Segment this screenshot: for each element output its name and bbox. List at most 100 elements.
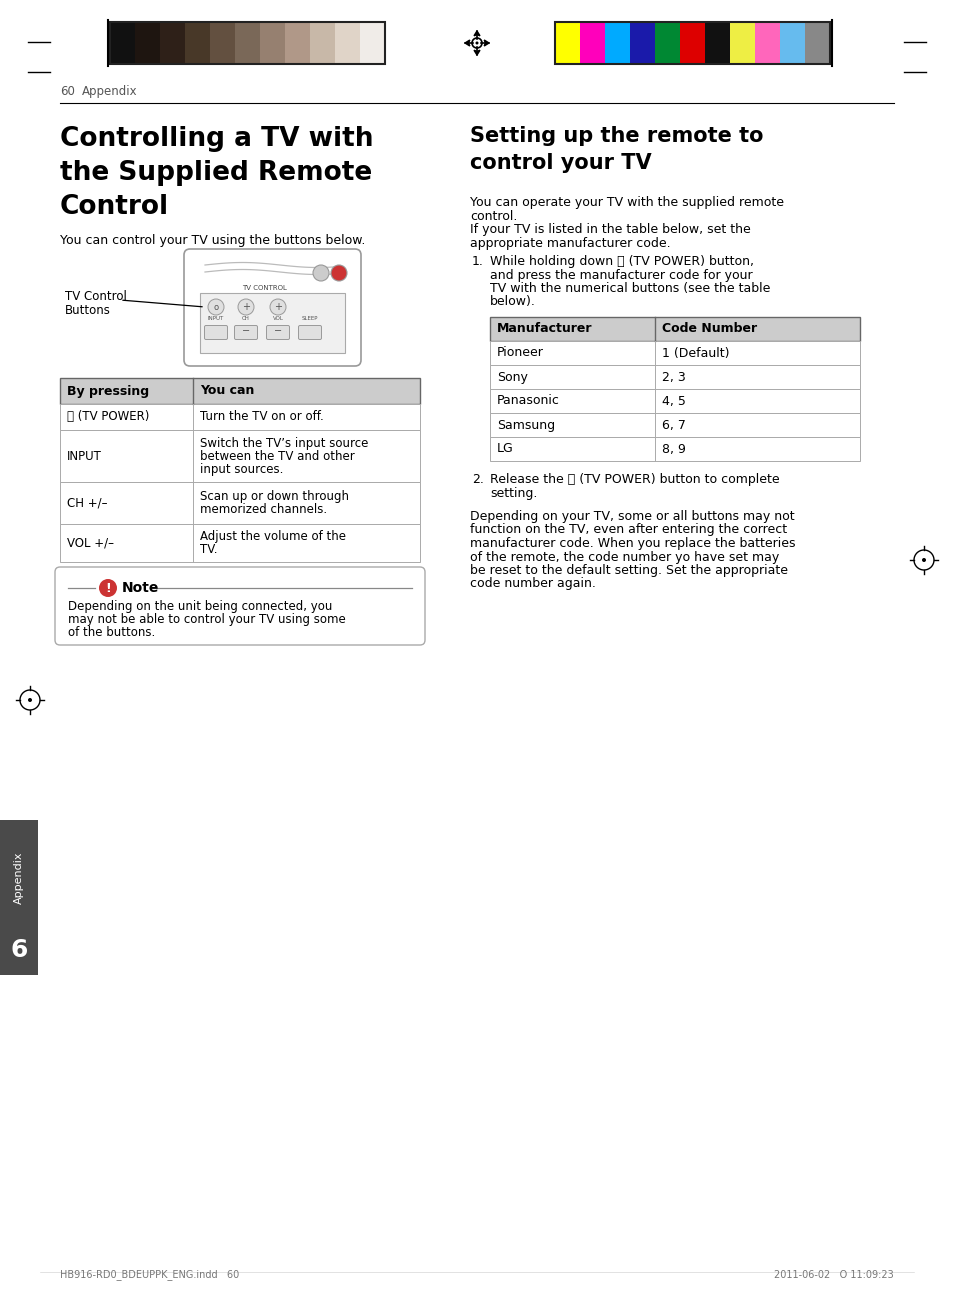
Text: Buttons: Buttons: [65, 303, 111, 316]
Text: the Supplied Remote: the Supplied Remote: [60, 160, 372, 185]
Bar: [754, 22, 780, 64]
Text: appropriate manufacturer code.: appropriate manufacturer code.: [470, 236, 670, 249]
FancyBboxPatch shape: [298, 326, 321, 340]
FancyBboxPatch shape: [204, 326, 227, 340]
Bar: [60, 482, 419, 524]
Text: Turn the TV on or off.: Turn the TV on or off.: [200, 410, 323, 424]
FancyBboxPatch shape: [55, 567, 424, 645]
Bar: [555, 22, 829, 64]
Text: input sources.: input sources.: [200, 463, 283, 476]
Bar: [780, 22, 804, 64]
Circle shape: [270, 300, 286, 315]
Bar: [490, 341, 859, 364]
Text: +: +: [242, 302, 250, 313]
Bar: [655, 22, 679, 64]
Bar: [359, 22, 385, 64]
Text: TV.: TV.: [200, 543, 217, 556]
Bar: [185, 22, 210, 64]
Text: 1.: 1.: [472, 256, 483, 268]
Text: Note: Note: [122, 581, 159, 595]
Text: −: −: [274, 326, 282, 336]
Text: While holding down ⏻ (TV POWER) button,: While holding down ⏻ (TV POWER) button,: [490, 256, 753, 268]
Text: Appendix: Appendix: [14, 851, 24, 904]
Text: By pressing: By pressing: [67, 384, 149, 397]
Text: ⏻ (TV POWER): ⏻ (TV POWER): [67, 410, 150, 424]
Text: Depending on the unit being connected, you: Depending on the unit being connected, y…: [68, 601, 332, 613]
Text: between the TV and other: between the TV and other: [200, 450, 355, 463]
Bar: [604, 22, 629, 64]
Bar: [704, 22, 729, 64]
Text: code number again.: code number again.: [470, 577, 596, 590]
Text: Samsung: Samsung: [497, 419, 555, 432]
Text: control your TV: control your TV: [470, 153, 651, 173]
Bar: [729, 22, 754, 64]
Text: 2011-06-02   О 11:09:23: 2011-06-02 О 11:09:23: [774, 1270, 893, 1280]
Circle shape: [237, 300, 253, 315]
Bar: [210, 22, 234, 64]
Text: HB916-RD0_BDEUPPK_ENG.indd   60: HB916-RD0_BDEUPPK_ENG.indd 60: [60, 1268, 239, 1280]
Text: Control: Control: [60, 195, 169, 220]
Bar: [260, 22, 285, 64]
Polygon shape: [474, 51, 479, 54]
Bar: [200, 293, 345, 353]
Text: INPUT: INPUT: [67, 450, 102, 463]
Bar: [234, 22, 260, 64]
Text: o: o: [213, 302, 218, 311]
Polygon shape: [484, 40, 489, 45]
Bar: [310, 22, 335, 64]
Text: of the buttons.: of the buttons.: [68, 626, 155, 639]
Text: TV Control: TV Control: [65, 291, 127, 303]
Bar: [160, 22, 185, 64]
Bar: [490, 437, 859, 460]
Text: and press the manufacturer code for your: and press the manufacturer code for your: [490, 268, 752, 281]
Bar: [0, 820, 38, 975]
Text: 8, 9: 8, 9: [661, 442, 685, 455]
Text: memorized channels.: memorized channels.: [200, 503, 327, 516]
Text: 4, 5: 4, 5: [661, 394, 685, 407]
Text: CH: CH: [242, 316, 250, 322]
Text: Sony: Sony: [497, 371, 527, 384]
Bar: [629, 22, 655, 64]
Text: may not be able to control your TV using some: may not be able to control your TV using…: [68, 613, 345, 626]
Text: 2, 3: 2, 3: [661, 371, 685, 384]
Text: You can control your TV using the buttons below.: You can control your TV using the button…: [60, 233, 365, 246]
Circle shape: [28, 698, 32, 702]
Bar: [60, 431, 419, 482]
Bar: [490, 316, 859, 341]
Polygon shape: [474, 31, 479, 36]
Bar: [555, 22, 579, 64]
FancyBboxPatch shape: [184, 249, 360, 366]
Text: Depending on your TV, some or all buttons may not: Depending on your TV, some or all button…: [470, 510, 794, 523]
Text: 2.: 2.: [472, 473, 483, 486]
Text: +: +: [274, 302, 282, 313]
Bar: [335, 22, 359, 64]
Text: VOL +/–: VOL +/–: [67, 537, 113, 550]
Bar: [110, 22, 385, 64]
Text: control.: control.: [470, 210, 517, 223]
Bar: [285, 22, 310, 64]
Circle shape: [331, 265, 347, 281]
Text: CH +/–: CH +/–: [67, 497, 108, 510]
Text: INPUT: INPUT: [208, 316, 224, 322]
Text: 6, 7: 6, 7: [661, 419, 685, 432]
Text: LG: LG: [497, 442, 514, 455]
Text: −: −: [242, 326, 250, 336]
Circle shape: [475, 42, 478, 44]
Text: Switch the TV’s input source: Switch the TV’s input source: [200, 437, 368, 450]
Text: SLEEP: SLEEP: [301, 316, 318, 322]
Text: Code Number: Code Number: [661, 323, 757, 336]
Text: 1 (Default): 1 (Default): [661, 346, 729, 359]
Bar: [60, 524, 419, 562]
Text: If your TV is listed in the table below, set the: If your TV is listed in the table below,…: [470, 223, 750, 236]
Polygon shape: [464, 40, 469, 45]
Text: 60: 60: [60, 86, 74, 99]
Text: Pioneer: Pioneer: [497, 346, 543, 359]
Bar: [490, 412, 859, 437]
Text: manufacturer code. When you replace the batteries: manufacturer code. When you replace the …: [470, 537, 795, 550]
FancyBboxPatch shape: [266, 326, 289, 340]
Text: Controlling a TV with: Controlling a TV with: [60, 126, 374, 152]
Text: setting.: setting.: [490, 486, 537, 499]
Circle shape: [313, 265, 329, 281]
Bar: [135, 22, 160, 64]
Bar: [490, 364, 859, 389]
